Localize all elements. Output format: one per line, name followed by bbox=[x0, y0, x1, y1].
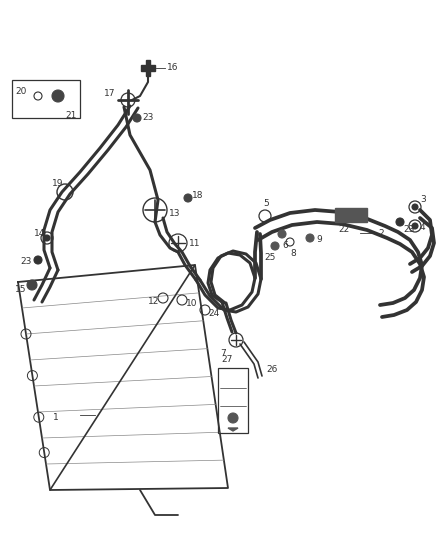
Text: 16: 16 bbox=[167, 63, 179, 72]
Circle shape bbox=[228, 413, 238, 423]
Text: 5: 5 bbox=[263, 199, 269, 208]
Text: 11: 11 bbox=[189, 238, 201, 247]
Bar bbox=[335, 208, 367, 222]
Text: 27: 27 bbox=[221, 356, 233, 365]
Text: 21: 21 bbox=[65, 111, 76, 120]
Text: 8: 8 bbox=[290, 249, 296, 259]
Text: 4: 4 bbox=[420, 223, 426, 232]
Text: 25: 25 bbox=[264, 254, 276, 262]
Text: 7: 7 bbox=[220, 350, 226, 359]
Text: 17: 17 bbox=[104, 88, 116, 98]
Text: 23: 23 bbox=[403, 225, 414, 235]
Circle shape bbox=[133, 114, 141, 122]
Text: 23: 23 bbox=[20, 257, 32, 266]
Circle shape bbox=[396, 218, 404, 226]
Text: 22: 22 bbox=[338, 225, 349, 235]
Circle shape bbox=[412, 223, 418, 229]
Circle shape bbox=[34, 256, 42, 264]
Bar bbox=[146, 60, 150, 76]
Text: 12: 12 bbox=[148, 296, 159, 305]
Text: 23: 23 bbox=[142, 114, 153, 123]
Text: 26: 26 bbox=[266, 366, 277, 375]
Bar bbox=[12, 80, 80, 118]
Text: 20: 20 bbox=[15, 86, 26, 95]
Circle shape bbox=[278, 230, 286, 238]
Text: 9: 9 bbox=[316, 236, 322, 245]
Text: 6: 6 bbox=[282, 240, 288, 249]
Circle shape bbox=[306, 234, 314, 242]
Circle shape bbox=[52, 90, 64, 102]
Polygon shape bbox=[228, 428, 238, 431]
Text: 2: 2 bbox=[378, 229, 384, 238]
Circle shape bbox=[412, 204, 418, 210]
Text: 13: 13 bbox=[169, 209, 180, 219]
Text: 18: 18 bbox=[192, 191, 204, 200]
Circle shape bbox=[27, 280, 37, 290]
Text: 14: 14 bbox=[34, 229, 46, 238]
Bar bbox=[141, 65, 155, 71]
Circle shape bbox=[184, 194, 192, 202]
Text: 19: 19 bbox=[52, 179, 64, 188]
Text: 1: 1 bbox=[53, 414, 59, 423]
Text: 3: 3 bbox=[420, 196, 426, 205]
Text: 10: 10 bbox=[186, 298, 198, 308]
Bar bbox=[218, 368, 248, 433]
Text: 15: 15 bbox=[15, 286, 27, 295]
Circle shape bbox=[44, 235, 50, 241]
Circle shape bbox=[271, 242, 279, 250]
Text: 24: 24 bbox=[208, 310, 219, 319]
